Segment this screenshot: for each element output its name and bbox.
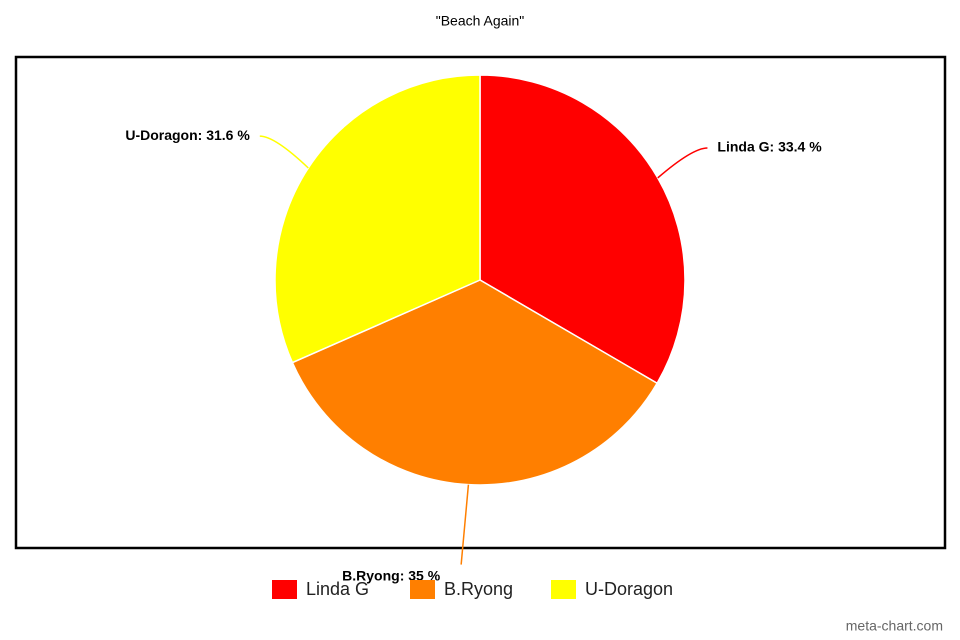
legend-label: B.Ryong [444,579,513,599]
pie-slice [479,74,686,385]
chart-title: "Beach Again" [436,13,525,29]
leader-line [657,147,708,179]
leader-line [460,484,470,565]
pie-slice [274,74,481,364]
legend-label: Linda G [306,579,369,599]
data-label: B.Ryong: 35 % [342,567,441,583]
data-label: U-Doragon: 31.6 % [125,127,250,143]
pie-slice [291,279,659,486]
plot-border [14,55,947,550]
leader-line [259,135,309,169]
legend-label: U-Doragon [585,579,673,599]
data-label: Linda G: 33.4 % [717,139,822,155]
watermark: meta-chart.com [846,618,943,634]
legend-swatch [410,580,435,599]
legend-swatch [551,580,576,599]
legend-swatch [272,580,297,599]
